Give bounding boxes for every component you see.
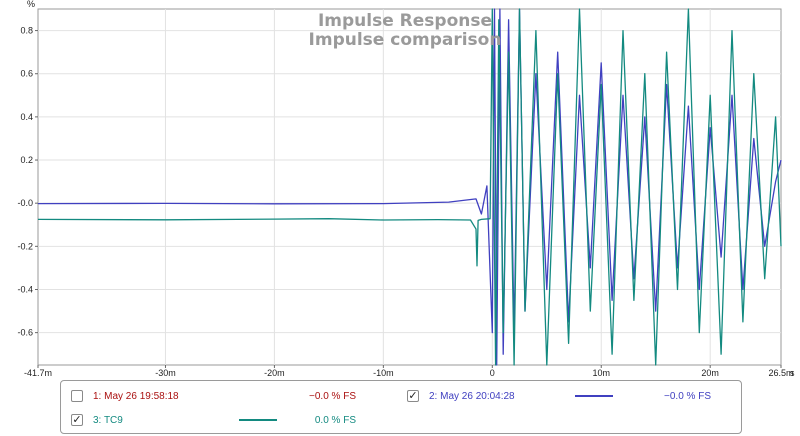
chart-title: Impulse Response — [318, 11, 492, 31]
y-tick-label: 0.8 — [20, 26, 33, 36]
x-tick-label: 26.5m — [768, 368, 793, 378]
x-tick-label: 10m — [592, 368, 610, 378]
series-2-level: −0.0 % FS — [664, 390, 711, 402]
y-tick-label: -0.0 — [17, 198, 33, 208]
series-2-checkbox[interactable]: ✓ — [407, 390, 419, 402]
series-3-checkbox[interactable]: ✓ — [71, 414, 83, 426]
chart-subtitle: Impulse comparison — [309, 30, 502, 50]
series-1-name: 1: May 26 19:58:18 — [93, 390, 179, 402]
plot-area[interactable] — [37, 8, 782, 366]
series-1-checkbox[interactable] — [71, 390, 83, 402]
series-3-line — [37, 8, 782, 366]
y-tick-label: -0.6 — [17, 328, 33, 338]
x-tick-label: -10m — [373, 368, 394, 378]
axes: -41.7m -30m -20m -10m 0 10m 20m 26.5m 0.8 0.6 0.4 0… — [17, 26, 793, 378]
series-2-swatch — [575, 395, 613, 397]
x-tick-label: 20m — [701, 368, 719, 378]
series-3-level: 0.0 % FS — [314, 414, 356, 426]
y-tick-label: -0.4 — [17, 284, 33, 294]
series-2-name: 2: May 26 20:04:28 — [429, 390, 515, 402]
x-axis-unit: s — [790, 368, 795, 378]
y-tick-label: -0.2 — [17, 241, 33, 251]
series-3-swatch — [239, 419, 277, 421]
impulse-response-chart[interactable]: -41.7m -30m -20m -10m 0 10m 20m 26.5m 0.8 0.6 0.4 0… — [0, 0, 800, 378]
y-tick-label: 0.4 — [20, 112, 33, 122]
x-tick-label: -20m — [264, 368, 285, 378]
legend: 1: May 26 19:58:18 −0.0 % FS ✓ 2: May 26… — [60, 380, 742, 434]
series-1-level: −0.0 % FS — [309, 390, 356, 402]
series-3-name: 3: TC9 — [93, 414, 123, 426]
y-tick-label: 0.2 — [20, 155, 33, 165]
x-tick-label: -41.7m — [24, 368, 52, 378]
legend-item-series-3[interactable]: ✓ 3: TC9 0.0 % FS — [71, 411, 391, 429]
x-tick-label: 0 — [490, 368, 495, 378]
legend-item-series-2[interactable]: ✓ 2: May 26 20:04:28 −0.0 % FS — [407, 387, 737, 405]
series-layer — [37, 8, 782, 366]
y-axis-unit: % — [27, 0, 35, 9]
legend-item-series-1[interactable]: 1: May 26 19:58:18 −0.0 % FS — [71, 387, 391, 405]
y-tick-label: 0.6 — [20, 69, 33, 79]
x-tick-label: -30m — [155, 368, 176, 378]
